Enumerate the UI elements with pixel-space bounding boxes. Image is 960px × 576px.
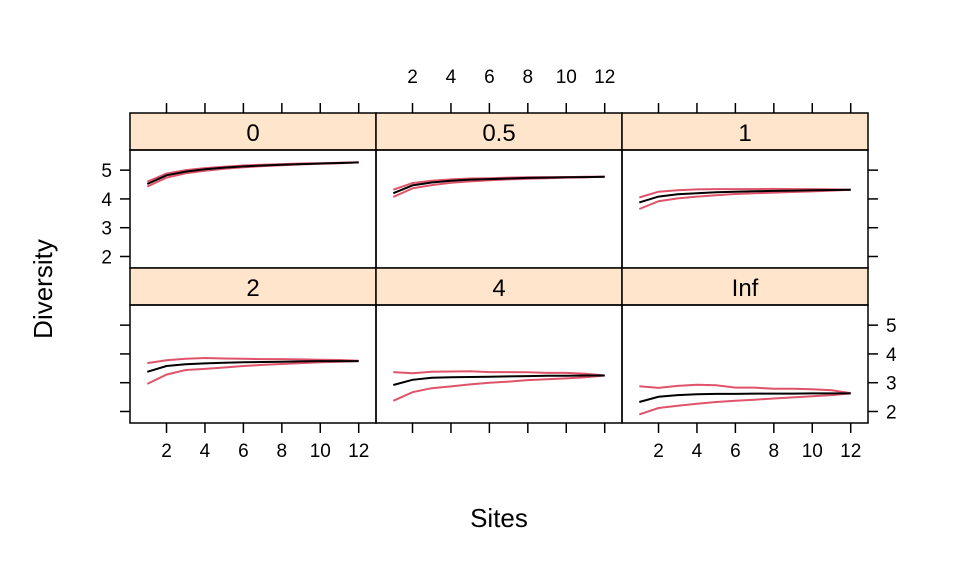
x-tick-label: 2 [161,441,172,462]
x-tick-label: 2 [407,67,418,88]
y-axis-title: Diversity [28,239,58,339]
panel-lines [392,370,605,402]
panel-Inf: Inf [621,267,869,424]
lower-bound-line [392,175,605,198]
mean-line [147,360,359,373]
panel-0.5: 0.5 [375,112,623,269]
x-tick-label: 4 [446,67,457,88]
y-tick-label: 5 [886,316,897,337]
y-tick-label: 4 [101,190,112,211]
x-tick-label: 10 [802,441,823,462]
panel-4: 4 [375,267,623,424]
panel-lines [146,356,359,385]
x-tick-label: 2 [653,441,664,462]
lower-bound-line [638,188,851,210]
panel-strip-label: 1 [738,120,751,147]
y-tick-label: 4 [886,345,897,366]
upper-bound-line [147,356,359,365]
x-tick-label: 4 [692,441,703,462]
mean-line [393,374,605,386]
panels-layer: 0 0.5 1 2 4 Inf [129,112,869,424]
mean-line [392,175,605,195]
y-tick-label: 2 [101,247,112,268]
panel-strip [621,267,869,306]
lower-bound-line [392,374,605,402]
panel-strip [129,112,377,151]
x-tick-label: 10 [310,441,331,462]
x-tick-label: 12 [348,441,369,462]
x-tick-label: 10 [556,67,577,88]
mean-line [146,161,359,185]
x-tick-label: 6 [730,441,741,462]
x-tick-label: 8 [523,67,534,88]
x-tick-label: 6 [484,67,495,88]
lower-bound-line [146,360,359,385]
panel-frame [129,304,377,424]
y-tick-label: 2 [886,402,897,423]
panel-2: 2 [129,267,377,424]
y-tick-label: 3 [101,219,112,240]
y-tick-label: 3 [886,374,897,395]
lower-bound-line [638,392,851,416]
panel-strip-label: Inf [732,275,759,302]
mean-line [639,392,851,403]
panel-lines [638,187,851,210]
upper-bound-line [639,383,851,395]
panel-frame [375,149,623,269]
mean-line [639,188,851,204]
panel-0: 0 [129,112,377,269]
x-tick-label: 6 [238,441,249,462]
panel-strip [621,112,869,151]
upper-bound-line [393,370,605,377]
panel-frame [621,304,869,424]
panel-strip-label: 2 [246,275,259,302]
x-tick-label: 12 [840,441,861,462]
panel-lines [392,175,605,198]
panel-strip-label: 0.5 [482,120,515,147]
x-tick-label: 4 [200,441,211,462]
x-tick-label: 12 [594,67,615,88]
panel-frame [621,149,869,269]
panel-strip-label: 0 [246,120,259,147]
panel-lines [146,161,359,188]
y-tick-label: 5 [101,161,112,182]
panel-lines [638,383,851,416]
panel-1: 1 [621,112,869,269]
upper-bound-line [639,187,851,199]
x-tick-label: 8 [769,441,780,462]
panel-strip-label: 4 [492,275,505,302]
x-axis-title: Sites [470,503,528,533]
panel-frame [375,304,623,424]
x-tick-label: 8 [277,441,288,462]
